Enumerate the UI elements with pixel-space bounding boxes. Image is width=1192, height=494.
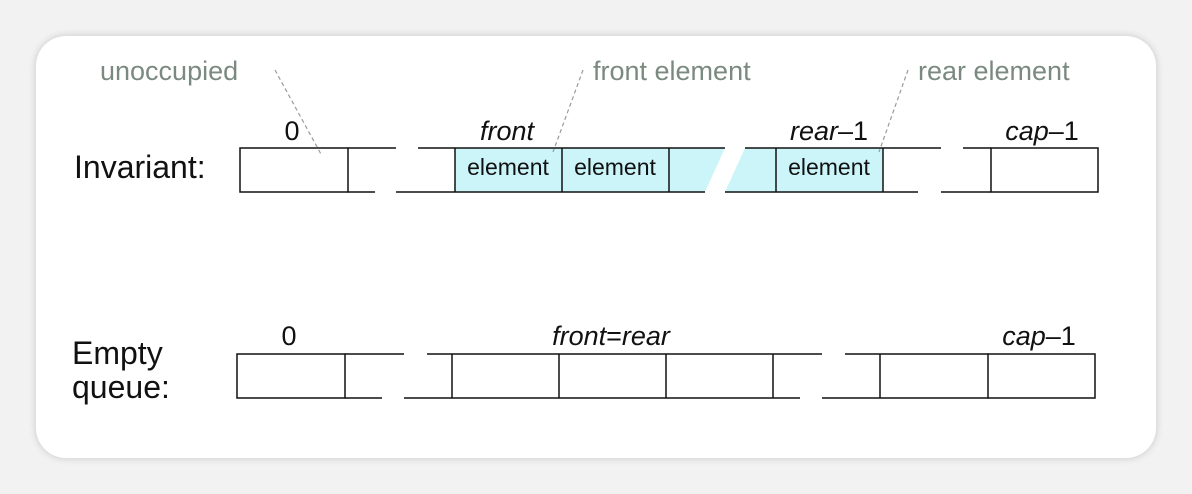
empty-label-line1: Empty — [72, 335, 163, 371]
leader-line-rear-element — [878, 69, 909, 153]
index-front: front — [480, 116, 536, 146]
cell-element-rear: element — [788, 154, 870, 180]
index-rear-minus-one: rear–1 — [790, 116, 868, 146]
invariant-row: Invariant: element element element 0 fro… — [74, 56, 1099, 193]
index-zero: 0 — [284, 116, 299, 146]
leader-line-unoccupied — [274, 69, 323, 157]
occupied-region-fill-rear — [725, 148, 883, 192]
index-cap-minus-one: cap–1 — [1005, 116, 1079, 146]
index-cap-minus-one: cap–1 — [1002, 321, 1076, 351]
empty-queue-row: Empty queue: 0 front=rear cap–1 — [72, 321, 1096, 405]
cell-0 — [236, 353, 346, 399]
cell-0 — [239, 147, 349, 193]
invariant-label: Invariant: — [74, 149, 206, 185]
cell-last — [990, 147, 1099, 193]
leader-line-front-element — [552, 69, 584, 153]
index-front-equals-rear: front=rear — [552, 321, 671, 351]
index-zero: 0 — [281, 321, 296, 351]
cell-element-front: element — [467, 154, 549, 180]
annotation-unoccupied: unoccupied — [100, 56, 238, 86]
cell-element-second: element — [574, 154, 656, 180]
annotation-front-element: front element — [593, 56, 751, 86]
empty-label-line2: queue: — [72, 369, 170, 405]
cell-last — [987, 353, 1096, 399]
annotation-rear-element: rear element — [918, 56, 1070, 86]
array-break-gap — [705, 148, 745, 192]
occupied-region-fill — [455, 148, 725, 192]
diagram-card — [36, 36, 1156, 458]
